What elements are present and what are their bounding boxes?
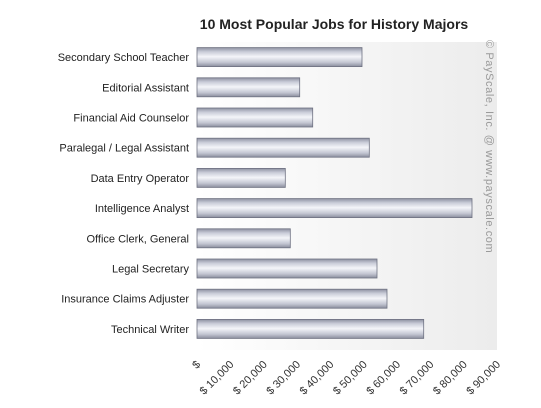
category-label: Insurance Claims Adjuster: [61, 294, 189, 306]
x-tick-label: $: [190, 359, 203, 372]
bar: [196, 167, 286, 188]
payscale-watermark: © PayScale, Inc. @ www.payscale.com: [483, 40, 495, 253]
x-tick-label: $ 90,000: [464, 359, 503, 398]
x-axis-ticks: $$ 10,000$ 20,000$ 30,000$ 40,000$ 50,00…: [190, 359, 503, 398]
x-tick-label: $ 50,000: [331, 359, 370, 398]
category-labels: Secondary School Teacher Editorial Assist…: [58, 52, 190, 336]
x-tick-label: $ 40,000: [298, 359, 337, 398]
category-label: Financial Aid Counselor: [73, 113, 189, 125]
bar: [196, 258, 378, 279]
category-label: Data Entry Operator: [91, 173, 190, 185]
bar: [196, 107, 314, 128]
category-label: Office Clerk, General: [86, 233, 189, 245]
bar: [196, 47, 363, 67]
x-tick-label: $ 70,000: [398, 359, 437, 398]
bar: [196, 137, 370, 158]
bars-group: [196, 47, 473, 339]
category-label: Intelligence Analyst: [95, 203, 189, 215]
category-label: Secondary School Teacher: [58, 52, 190, 64]
x-tick-label: $ 80,000: [431, 359, 470, 398]
x-tick-label: $ 20,000: [231, 359, 270, 398]
category-label: Editorial Assistant: [102, 82, 189, 94]
bar: [196, 318, 425, 339]
bar: [196, 288, 388, 309]
bar: [196, 77, 301, 98]
bar: [196, 198, 473, 219]
x-tick-label: $ 30,000: [264, 359, 303, 398]
category-label: Technical Writer: [111, 324, 189, 336]
category-label: Legal Secretary: [112, 264, 190, 276]
x-tick-label: $ 60,000: [364, 359, 403, 398]
x-tick-label: $ 10,000: [198, 359, 237, 398]
category-label: Paralegal / Legal Assistant: [59, 143, 189, 155]
bar: [196, 228, 291, 249]
chart-title: 10 Most Popular Jobs for History Majors: [200, 16, 469, 32]
